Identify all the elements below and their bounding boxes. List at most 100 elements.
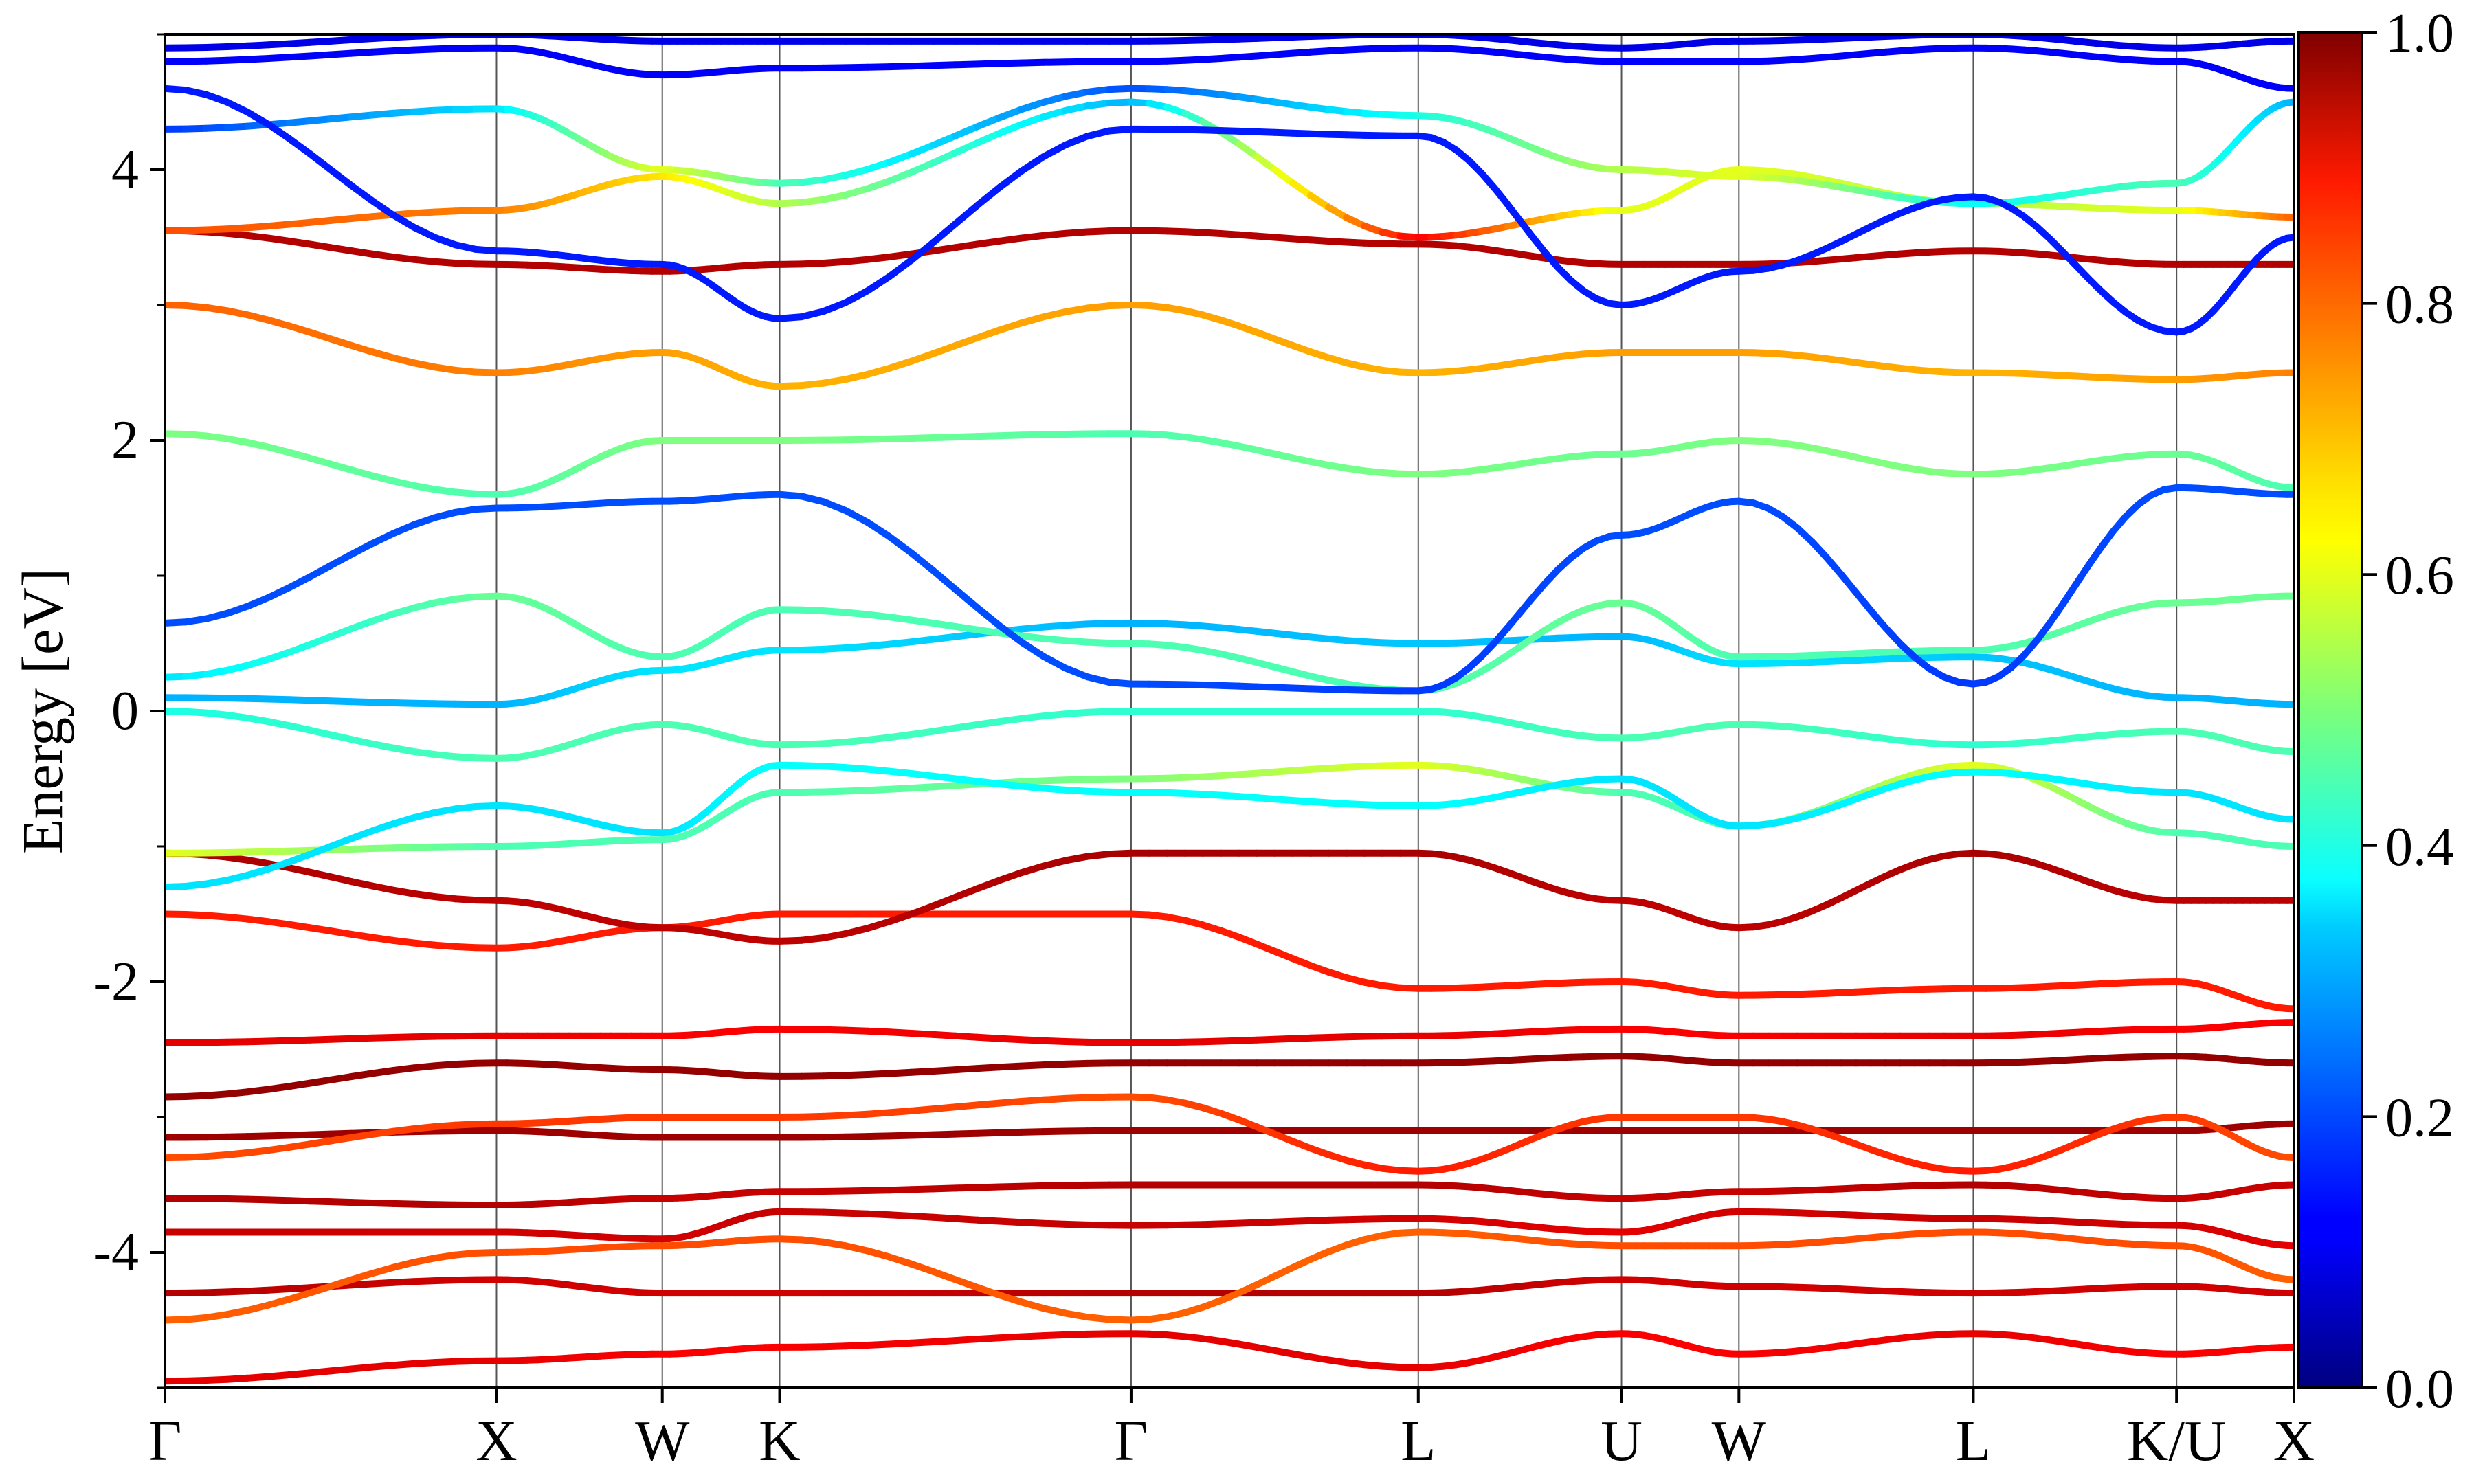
band-segment [1040,107,1069,121]
band-segment [864,734,893,743]
band-segment [886,614,915,624]
band-segment [348,1280,376,1289]
band-segment [223,229,252,239]
band-10 [165,849,2294,945]
y-tick-label: -2 [93,952,139,1012]
band-segment [1040,431,1069,438]
band-segment [410,939,438,949]
band-segment [410,208,438,217]
band-segment [930,1213,959,1222]
band-segment [1084,620,1113,628]
band-segment [452,241,480,253]
band-segment [307,51,335,60]
band-8 [165,1019,2294,1046]
band-segment [930,342,959,357]
band-segment [472,504,500,513]
colorbar-tick-label: 0.2 [2385,1088,2454,1148]
band-segment [996,622,1025,646]
band-segment [265,649,293,663]
band-segment [307,1035,335,1044]
band-segment [307,1367,335,1377]
band-segment [1018,313,1047,327]
band-segment [431,893,459,903]
band-segment [952,780,981,789]
band-segment [265,847,293,855]
band-14 [165,619,2294,708]
band-segment [244,1373,272,1382]
band-segment [908,350,937,365]
band-segment [368,1067,397,1077]
band-segment [864,1247,893,1261]
band-segment [952,334,981,350]
band-segment [307,697,335,705]
band-segment [182,124,210,133]
band-segment [908,783,937,792]
band-segment [1106,302,1135,310]
band-segment [798,934,827,944]
y-tick-label: 0 [111,681,139,741]
band-segment [1018,1332,1047,1340]
band-segment [285,237,314,248]
band-segment [820,787,849,796]
band-segment [244,223,272,232]
band-segment [307,216,335,226]
band-segment [1084,99,1113,110]
band-segment [223,42,252,50]
band-segment [864,1340,893,1349]
band-segment [244,109,272,128]
band-segment [265,443,293,456]
band-segment [265,221,293,230]
band-segment [285,696,314,704]
band-segment [327,550,355,570]
band-segment [410,809,438,822]
band-1 [165,1276,2294,1297]
band-segment [203,709,231,719]
band-segment [410,482,438,493]
band-segment [952,1184,981,1192]
band-segment [1018,1298,1047,1312]
band-segment [327,835,355,850]
band-segment [1106,679,1135,688]
band-segment [165,618,190,627]
band-segment [410,256,438,265]
band-3 [165,1208,2294,1250]
band-segment [930,1066,959,1075]
band-segment [1062,620,1091,629]
band-segment [908,238,937,264]
band-segment [165,883,190,891]
band-segment [285,851,314,866]
band-segment [908,770,937,780]
band-segment [952,240,981,251]
band-segment [182,615,210,626]
band-segment [244,1086,272,1096]
band-segment [974,1064,1003,1072]
band-segment [452,488,480,497]
band-segment [389,1278,417,1286]
band-segment [842,370,871,383]
band-segment [930,782,959,791]
band-segment [472,1249,500,1257]
band-segment [1062,664,1091,681]
band-segment [431,106,459,114]
band-segment [285,322,314,336]
band-segment [864,435,893,443]
band-segment [1018,1219,1047,1227]
band-segment [1018,638,1047,660]
band-segment [203,609,231,622]
band-segment [410,1062,438,1072]
band-segment [223,913,252,923]
band-segment [389,477,417,489]
band-segment [996,780,1025,790]
band-segment [1040,1331,1069,1340]
band-segment [389,521,417,537]
band-segment [307,633,335,649]
band-segment [431,1277,459,1285]
band-segment [930,1337,959,1345]
band-segment [908,159,937,176]
band-segment [842,256,871,265]
band-segment [307,868,335,881]
band-segment [285,864,314,876]
band-segment [223,307,252,319]
band-segment [1040,308,1069,321]
band-segment [307,240,335,251]
